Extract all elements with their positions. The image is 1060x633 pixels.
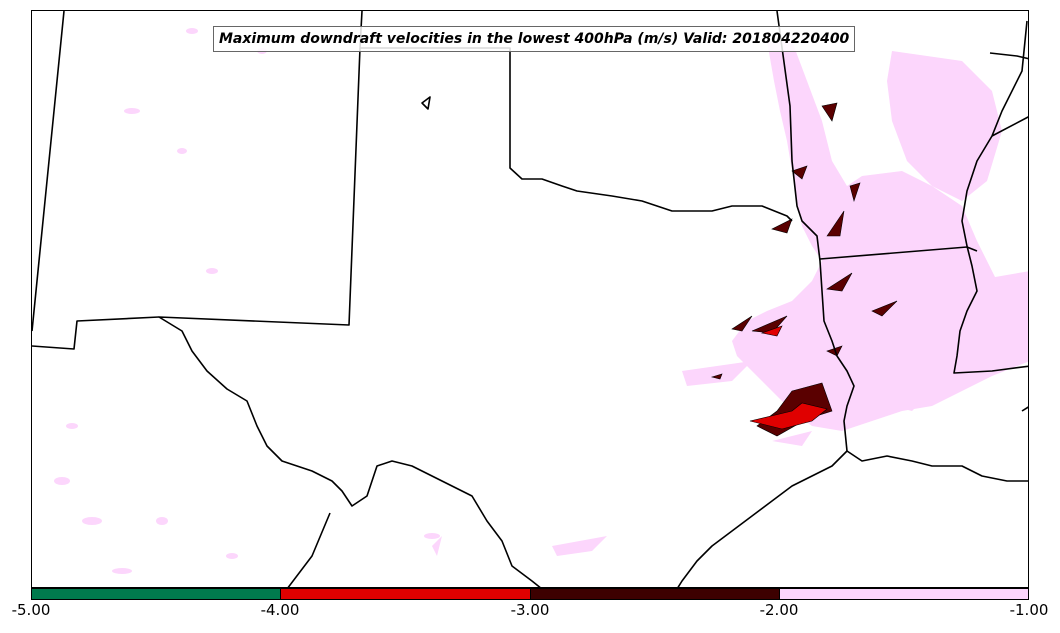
field-region-east bbox=[732, 41, 1028, 431]
state-boundaries bbox=[32, 11, 1028, 587]
dark-cell-3 bbox=[849, 182, 861, 203]
field-speck-2 bbox=[124, 108, 140, 114]
coastline-texas bbox=[677, 450, 848, 587]
map-panel: Maximum downdraft velocities in the lowe… bbox=[31, 10, 1029, 588]
border-tn-ms bbox=[989, 52, 1028, 60]
field-speck-3 bbox=[177, 148, 187, 154]
dark-cell-2 bbox=[791, 165, 808, 180]
border-ms-river bbox=[953, 20, 1028, 374]
colorbar-tick-label: -4.00 bbox=[260, 601, 300, 619]
colorbar-bin-2 bbox=[281, 589, 531, 599]
dark-cell-4 bbox=[771, 218, 793, 234]
dark-cell-6 bbox=[826, 272, 853, 292]
dark-cell-8 bbox=[751, 315, 788, 334]
field-speck-10 bbox=[66, 423, 78, 429]
field-speck-11 bbox=[424, 533, 440, 539]
field-speck-6 bbox=[82, 517, 102, 525]
field-speck-8 bbox=[112, 568, 132, 574]
dark-cell-5 bbox=[826, 210, 845, 237]
border-ms-al bbox=[991, 116, 1028, 137]
red-cell-2 bbox=[760, 325, 783, 337]
border-co-nm-ok bbox=[359, 11, 793, 222]
colorbar bbox=[31, 588, 1029, 600]
dark-cell-10 bbox=[710, 373, 723, 380]
border-az-nm bbox=[32, 316, 160, 350]
dark-cell-7 bbox=[731, 315, 753, 332]
colorbar-tick-label: -3.00 bbox=[510, 601, 550, 619]
field-speck-4 bbox=[206, 268, 218, 274]
field-streak-4 bbox=[892, 401, 922, 411]
field-region-se bbox=[972, 271, 1028, 361]
colorbar-tick-label: -1.00 bbox=[1009, 601, 1049, 619]
field-speck-5 bbox=[54, 477, 70, 485]
field-region-ne bbox=[887, 51, 1002, 201]
border-mexico-west bbox=[287, 512, 331, 587]
colorbar-bin-3 bbox=[530, 589, 780, 599]
colorbar-tick-label: -5.00 bbox=[11, 601, 51, 619]
coastline-tx-la bbox=[846, 450, 1028, 482]
border-ut-az bbox=[32, 11, 65, 332]
colorbar-bin-1 bbox=[32, 589, 282, 599]
field-streak-5 bbox=[432, 536, 442, 556]
dark-cell-1 bbox=[821, 102, 838, 122]
colorbar-tick-label: -2.00 bbox=[759, 601, 799, 619]
coastline-fl bbox=[1021, 406, 1028, 412]
map-title: Maximum downdraft velocities in the lowe… bbox=[213, 26, 856, 52]
field-speck-7 bbox=[156, 517, 168, 525]
map-canvas bbox=[32, 11, 1028, 587]
dark-cell-12 bbox=[871, 300, 898, 317]
field-speck-1 bbox=[186, 28, 198, 34]
field-light-pink bbox=[54, 28, 1028, 574]
field-streak-3 bbox=[772, 431, 812, 446]
border-nm-tx-west bbox=[158, 47, 541, 587]
field-streak-2 bbox=[552, 536, 607, 556]
field-red bbox=[749, 325, 828, 430]
red-cell-1 bbox=[749, 402, 828, 430]
border-ok-ar-la bbox=[776, 11, 855, 452]
field-streak-1 bbox=[682, 361, 752, 386]
lake-marker bbox=[421, 96, 431, 110]
field-speck-9 bbox=[226, 553, 238, 559]
colorbar-bin-4 bbox=[779, 589, 1028, 599]
